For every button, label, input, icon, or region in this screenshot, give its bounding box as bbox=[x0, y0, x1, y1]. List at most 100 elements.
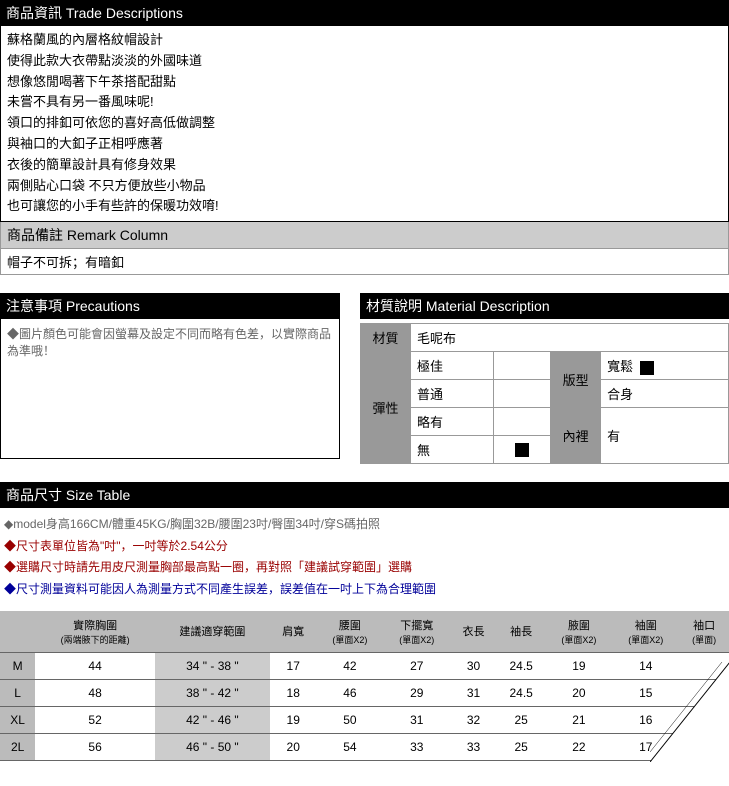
cell-waist: 54 bbox=[317, 733, 384, 760]
table-row: 2L5646 " - 50 "20543333252217 bbox=[0, 733, 729, 760]
cell-cuff bbox=[679, 733, 729, 760]
size-table: 實際胸圍(兩端腋下的距離) 建議適穿範圍 肩寬 腰圍(單面X2) 下擺寬(單面X… bbox=[0, 611, 729, 761]
cell-shoulder: 18 bbox=[270, 679, 317, 706]
size-note-4: ◆尺寸測量資料可能因人為測量方式不同產生誤差，誤差值在一吋上下為合理範圍 bbox=[4, 579, 725, 601]
material-value: 毛呢布 bbox=[411, 324, 729, 352]
cell-bust: 56 bbox=[35, 733, 155, 760]
elastic-opt-b: 普通 bbox=[411, 380, 494, 408]
trade-line: 與袖口的大釦子正相呼應著 bbox=[7, 134, 722, 155]
cell-hem: 27 bbox=[383, 652, 450, 679]
cell-bust: 48 bbox=[35, 679, 155, 706]
table-row: L4838 " - 42 "1846293124.52015 bbox=[0, 679, 729, 706]
remark-header: 商品備註 Remark Column bbox=[0, 222, 729, 249]
cell-size: XL bbox=[0, 706, 35, 733]
size-notes: ◆model身高166CM/體重45KG/胸圍32B/腰圍23吋/臀圍34吋/穿… bbox=[0, 508, 729, 606]
cell-waist: 42 bbox=[317, 652, 384, 679]
material-label: 材質 bbox=[361, 324, 411, 352]
cell-waist: 46 bbox=[317, 679, 384, 706]
cell-shoulder: 17 bbox=[270, 652, 317, 679]
cell-shoulder: 19 bbox=[270, 706, 317, 733]
cell-length: 30 bbox=[450, 652, 497, 679]
precautions-body: ◆圖片顏色可能會因螢幕及設定不同而略有色差，以實際商品為準哦！ bbox=[0, 319, 340, 459]
remark-body: 帽子不可拆；有暗釦 bbox=[0, 249, 729, 275]
cell-range: 38 " - 42 " bbox=[155, 679, 270, 706]
col-bust: 實際胸圍(兩端腋下的距離) bbox=[35, 611, 155, 653]
precautions-header: 注意事項 Precautions bbox=[0, 293, 340, 319]
cell-arm: 22 bbox=[546, 733, 613, 760]
size-note-3: ◆選購尺寸時請先用皮尺測量胸部最高點一圈，再對照「建議試穿範圍」選購 bbox=[4, 557, 725, 579]
trade-descriptions-header: 商品資訊 Trade Descriptions bbox=[0, 0, 729, 26]
size-header: 商品尺寸 Size Table bbox=[0, 482, 729, 508]
lining-value: 有 bbox=[601, 408, 729, 464]
cell-waist: 50 bbox=[317, 706, 384, 733]
col-cuff: 袖口(單面) bbox=[679, 611, 729, 653]
material-table: 材質 毛呢布 彈性 極佳 版型 寬鬆 普通 合身 略有 內裡 有 bbox=[360, 323, 729, 464]
cell-slv: 15 bbox=[612, 679, 679, 706]
size-note-1: ◆model身高166CM/體重45KG/胸圍32B/腰圍23吋/臀圍34吋/穿… bbox=[4, 514, 725, 536]
col-length: 衣長 bbox=[450, 611, 497, 653]
trade-line: 兩側貼心口袋 不只方便放些小物品 bbox=[7, 176, 722, 197]
col-sleeve: 袖長 bbox=[497, 611, 546, 653]
trade-line: 領口的排釦可依您的喜好高低做調整 bbox=[7, 113, 722, 134]
cell-size: 2L bbox=[0, 733, 35, 760]
trade-line: 未嘗不具有另一番風味呢! bbox=[7, 92, 722, 113]
material-section: 材質說明 Material Description 材質 毛呢布 彈性 極佳 版… bbox=[360, 293, 729, 464]
table-row: M4434 " - 38 "1742273024.51914 bbox=[0, 652, 729, 679]
cell-length: 31 bbox=[450, 679, 497, 706]
material-header: 材質說明 Material Description bbox=[360, 293, 729, 319]
cell-sleeve: 25 bbox=[497, 706, 546, 733]
col-size bbox=[0, 611, 35, 653]
elastic-opt-a: 極佳 bbox=[411, 352, 494, 380]
cell-sleeve: 24.5 bbox=[497, 652, 546, 679]
cell-arm: 19 bbox=[546, 652, 613, 679]
cell-bust: 44 bbox=[35, 652, 155, 679]
cell-range: 46 " - 50 " bbox=[155, 733, 270, 760]
cell-length: 33 bbox=[450, 733, 497, 760]
cell-shoulder: 20 bbox=[270, 733, 317, 760]
cell-cuff bbox=[679, 679, 729, 706]
check-box-icon bbox=[515, 443, 529, 457]
size-section: 商品尺寸 Size Table ◆model身高166CM/體重45KG/胸圍3… bbox=[0, 482, 729, 760]
col-waist: 腰圍(單面X2) bbox=[317, 611, 384, 653]
cell-hem: 31 bbox=[383, 706, 450, 733]
cell-range: 42 " - 46 " bbox=[155, 706, 270, 733]
col-arm: 腋圍(單面X2) bbox=[546, 611, 613, 653]
fit-label: 版型 bbox=[551, 352, 601, 408]
cell-cuff bbox=[679, 706, 729, 733]
col-slv: 袖圍(單面X2) bbox=[612, 611, 679, 653]
cell-arm: 21 bbox=[546, 706, 613, 733]
cell-range: 34 " - 38 " bbox=[155, 652, 270, 679]
fit-opt-a: 寬鬆 bbox=[601, 352, 729, 380]
elastic-opt-d: 無 bbox=[411, 436, 494, 464]
fit-opt-b: 合身 bbox=[601, 380, 729, 408]
cell-bust: 52 bbox=[35, 706, 155, 733]
trade-line: 想像悠閒喝著下午茶搭配甜點 bbox=[7, 72, 722, 93]
cell-slv: 16 bbox=[612, 706, 679, 733]
cell-slv: 14 bbox=[612, 652, 679, 679]
cell-hem: 29 bbox=[383, 679, 450, 706]
elasticity-label: 彈性 bbox=[361, 352, 411, 464]
cell-sleeve: 25 bbox=[497, 733, 546, 760]
size-note-2: ◆尺寸表單位皆為"吋"，一吋等於2.54公分 bbox=[4, 536, 725, 558]
cell-arm: 20 bbox=[546, 679, 613, 706]
table-row: XL5242 " - 46 "19503132252116 bbox=[0, 706, 729, 733]
cell-size: M bbox=[0, 652, 35, 679]
trade-line: 衣後的簡單設計具有修身效果 bbox=[7, 155, 722, 176]
trade-line: 蘇格蘭風的內層格紋帽設計 bbox=[7, 30, 722, 51]
cell-sleeve: 24.5 bbox=[497, 679, 546, 706]
col-range: 建議適穿範圍 bbox=[155, 611, 270, 653]
trade-line: 也可讓您的小手有些許的保暖功效唷! bbox=[7, 196, 722, 217]
precautions-section: 注意事項 Precautions ◆圖片顏色可能會因螢幕及設定不同而略有色差，以… bbox=[0, 293, 340, 464]
check-box-icon bbox=[640, 361, 654, 375]
cell-length: 32 bbox=[450, 706, 497, 733]
cell-hem: 33 bbox=[383, 733, 450, 760]
col-shoulder: 肩寬 bbox=[270, 611, 317, 653]
elastic-opt-c: 略有 bbox=[411, 408, 494, 436]
cell-size: L bbox=[0, 679, 35, 706]
col-hem: 下擺寬(單面X2) bbox=[383, 611, 450, 653]
lining-label: 內裡 bbox=[551, 408, 601, 464]
trade-line: 使得此款大衣帶點淡淡的外國味道 bbox=[7, 51, 722, 72]
trade-descriptions-body: 蘇格蘭風的內層格紋帽設計使得此款大衣帶點淡淡的外國味道想像悠閒喝著下午茶搭配甜點… bbox=[0, 26, 729, 222]
cell-cuff bbox=[679, 652, 729, 679]
cell-slv: 17 bbox=[612, 733, 679, 760]
